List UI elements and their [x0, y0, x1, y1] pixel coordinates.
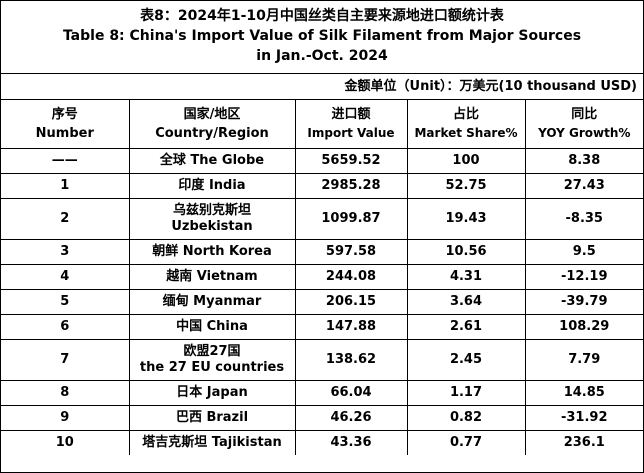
cell-yoy-growth: 7.79 — [524, 339, 643, 381]
cell-import-value: 597.58 — [294, 239, 408, 265]
cell-country: 越南 Vietnam — [128, 264, 296, 290]
table-row: 10 塔吉克斯坦 Tajikistan 43.36 0.77 236.1 — [1, 430, 643, 455]
cell-import-value: 2985.28 — [294, 173, 408, 199]
cell-country: 印度 India — [128, 173, 296, 199]
cell-yoy-growth: 108.29 — [524, 314, 643, 340]
cell-country: 塔吉克斯坦 Tajikistan — [128, 430, 296, 455]
table-row: —— 全球 The Globe 5659.52 100 8.38 — [1, 148, 643, 174]
cell-import-value: 5659.52 — [294, 148, 408, 174]
table-row: 8 日本 Japan 66.04 1.17 14.85 — [1, 380, 643, 406]
cell-yoy-growth: -39.79 — [524, 289, 643, 315]
header-country: 国家/地区 Country/Region — [128, 100, 296, 149]
cell-country: 乌兹别克斯坦 Uzbekistan — [128, 198, 296, 240]
cell-market-share: 0.82 — [406, 405, 526, 431]
cell-yoy-growth: 8.38 — [524, 148, 643, 174]
cell-import-value: 147.88 — [294, 314, 408, 340]
cell-country: 巴西 Brazil — [128, 405, 296, 431]
cell-number: 2 — [1, 198, 130, 240]
cell-market-share: 3.64 — [406, 289, 526, 315]
cell-yoy-growth: -8.35 — [524, 198, 643, 240]
cell-number: 7 — [1, 339, 130, 381]
table-row: 9 巴西 Brazil 46.26 0.82 -31.92 — [1, 405, 643, 431]
cell-country: 中国 China — [128, 314, 296, 340]
cell-yoy-growth: 236.1 — [524, 430, 643, 455]
cell-market-share: 100 — [406, 148, 526, 174]
table-title: 表8：2024年1-10月中国丝类自主要来源地进口额统计表 Table 8: C… — [1, 1, 643, 74]
cell-market-share: 19.43 — [406, 198, 526, 240]
unit-label: 金额单位（Unit）：万美元(10 thousand USD) — [1, 74, 643, 100]
cell-country: 日本 Japan — [128, 380, 296, 406]
cell-number: 5 — [1, 289, 130, 315]
cell-number: 9 — [1, 405, 130, 431]
cell-country: 欧盟27国 the 27 EU countries — [128, 339, 296, 381]
table-row: 3 朝鲜 North Korea 597.58 10.56 9.5 — [1, 239, 643, 265]
cell-market-share: 10.56 — [406, 239, 526, 265]
header-row: 序号 Number 国家/地区 Country/Region 进口额 Import V… — [1, 100, 643, 149]
cell-number: 10 — [1, 430, 130, 455]
cell-number: 8 — [1, 380, 130, 406]
cell-yoy-growth: 27.43 — [524, 173, 643, 199]
table-row: 2 乌兹别克斯坦 Uzbekistan 1099.87 19.43 -8.35 — [1, 198, 643, 240]
cell-number: 3 — [1, 239, 130, 265]
cell-import-value: 66.04 — [294, 380, 408, 406]
cell-market-share: 2.61 — [406, 314, 526, 340]
table-row: 1 印度 India 2985.28 52.75 27.43 — [1, 173, 643, 199]
cell-market-share: 0.77 — [406, 430, 526, 455]
cell-import-value: 43.36 — [294, 430, 408, 455]
cell-market-share: 2.45 — [406, 339, 526, 381]
cell-yoy-growth: 9.5 — [524, 239, 643, 265]
cell-country: 朝鲜 North Korea — [128, 239, 296, 265]
cell-import-value: 206.15 — [294, 289, 408, 315]
cell-import-value: 46.26 — [294, 405, 408, 431]
cell-number: 6 — [1, 314, 130, 340]
cell-market-share: 1.17 — [406, 380, 526, 406]
cell-import-value: 138.62 — [294, 339, 408, 381]
title-en-line2: in Jan.-Oct. 2024 — [256, 48, 388, 64]
cell-yoy-growth: 14.85 — [524, 380, 643, 406]
table-row: 5 缅甸 Myanmar 206.15 3.64 -39.79 — [1, 289, 643, 315]
cell-yoy-growth: -12.19 — [524, 264, 643, 290]
title-zh: 表8：2024年1-10月中国丝类自主要来源地进口额统计表 — [140, 8, 504, 24]
cell-import-value: 244.08 — [294, 264, 408, 290]
cell-number: 4 — [1, 264, 130, 290]
cell-yoy-growth: -31.92 — [524, 405, 643, 431]
cell-number: —— — [1, 148, 130, 174]
cell-market-share: 4.31 — [406, 264, 526, 290]
header-market-share: 占比 Market Share% — [406, 100, 526, 149]
cell-import-value: 1099.87 — [294, 198, 408, 240]
cell-country: 缅甸 Myanmar — [128, 289, 296, 315]
table-row: 7 欧盟27国 the 27 EU countries 138.62 2.45 7.79 — [1, 339, 643, 381]
header-yoy-growth: 同比 YOY Growth% — [524, 100, 643, 149]
header-number: 序号 Number — [1, 100, 130, 149]
import-table: 序号 Number 国家/地区 Country/Region 进口额 Import V… — [1, 100, 643, 455]
table-row: 6 中国 China 147.88 2.61 108.29 — [1, 314, 643, 340]
cell-market-share: 52.75 — [406, 173, 526, 199]
title-en-line1: Table 8: China's Import Value of Silk Fi… — [62, 28, 582, 44]
cell-number: 1 — [1, 173, 130, 199]
cell-country: 全球 The Globe — [128, 148, 296, 174]
table-row: 4 越南 Vietnam 244.08 4.31 -12.19 — [1, 264, 643, 290]
header-import-value: 进口额 Import Value — [294, 100, 408, 149]
